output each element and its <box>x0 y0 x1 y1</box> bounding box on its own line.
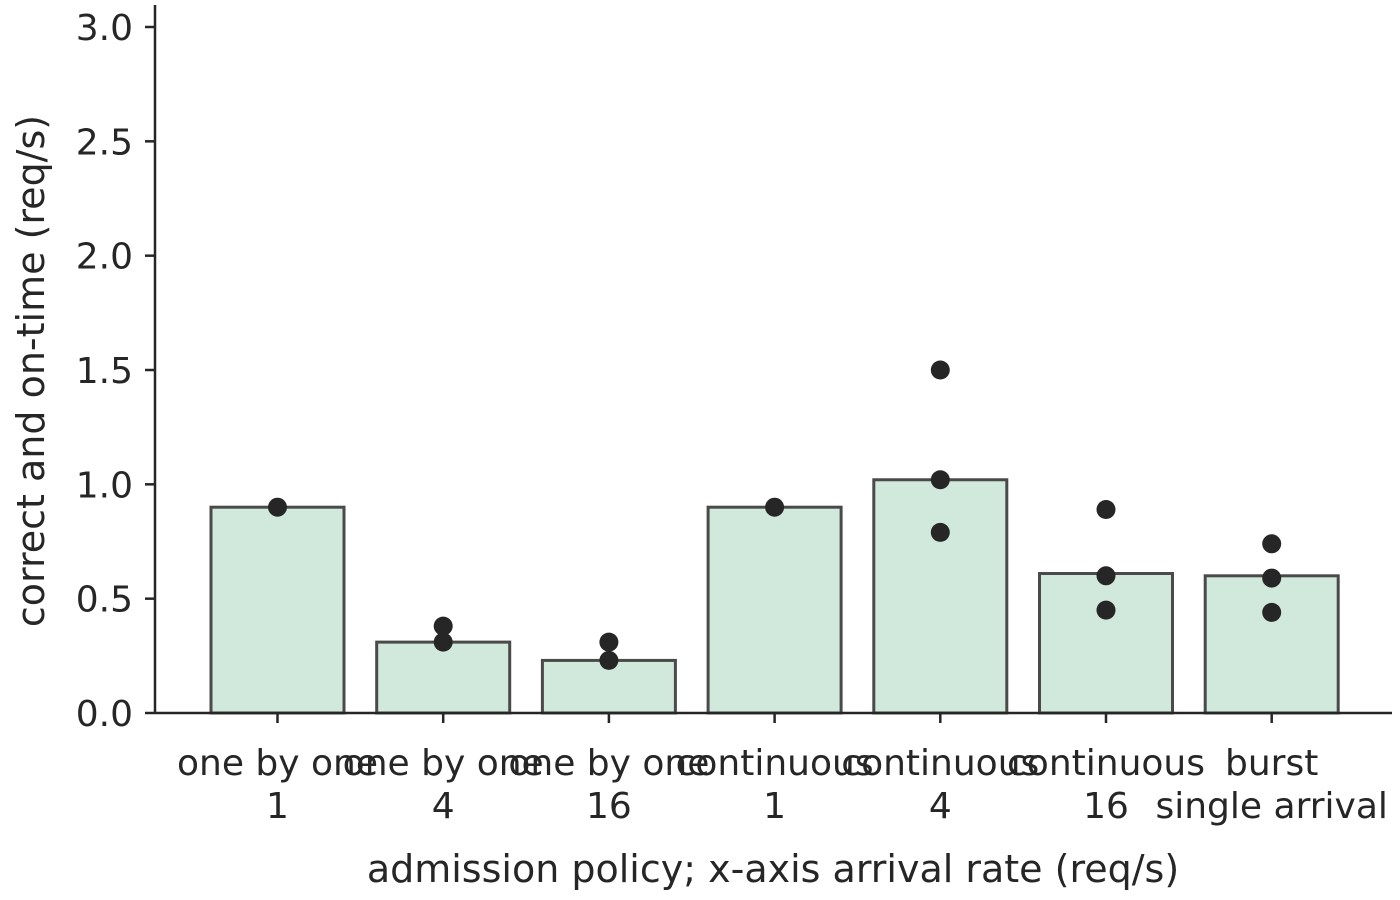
x-tick-label-rate: single arrival <box>1155 786 1387 827</box>
bar <box>209 505 346 715</box>
bar <box>706 505 843 715</box>
x-tick-label-policy: continuous <box>1007 743 1205 784</box>
data-point <box>1262 602 1282 622</box>
data-point <box>433 616 453 636</box>
data-point <box>1262 534 1282 554</box>
data-point <box>599 632 619 652</box>
bars-group <box>209 478 1340 715</box>
bar <box>1203 574 1340 715</box>
y-tick-label: 1.0 <box>76 465 133 506</box>
y-tick-label: 1.5 <box>76 351 133 392</box>
x-tick-label-policy: one by one <box>177 743 378 784</box>
points-group <box>268 360 1282 670</box>
data-point <box>1096 600 1116 620</box>
x-tick-label-rate: 1 <box>266 786 289 827</box>
data-point <box>1096 499 1116 519</box>
x-axis-label: admission policy; x-axis arrival rate (r… <box>367 847 1179 891</box>
x-tick-label-rate: 16 <box>586 786 632 827</box>
x-tick-label-policy: one by one <box>508 743 709 784</box>
data-point <box>1096 566 1116 586</box>
x-tick-label-rate: 4 <box>432 786 455 827</box>
y-tick-label: 0.5 <box>76 580 133 621</box>
y-tick-label: 0.0 <box>76 694 133 735</box>
data-point <box>1262 568 1282 588</box>
bar <box>872 478 1009 715</box>
data-point <box>599 650 619 670</box>
bar <box>375 640 512 715</box>
x-tick-label-policy: continuous <box>841 743 1039 784</box>
y-tick-label: 3.0 <box>76 8 133 49</box>
x-tick-label-rate: 16 <box>1083 786 1129 827</box>
x-tick-label-rate: 1 <box>763 786 786 827</box>
data-point <box>930 522 950 542</box>
data-point <box>930 470 950 490</box>
data-point <box>765 497 785 517</box>
data-point <box>433 632 453 652</box>
x-tick-label-policy: one by one <box>343 743 544 784</box>
data-point <box>268 497 287 517</box>
bar <box>1038 572 1174 715</box>
y-ticks-group: 0.0 0.5 1.0 1.5 2.0 2.5 3.0 <box>76 8 155 735</box>
x-tick-label-policy: continuous <box>676 743 874 784</box>
x-tick-label-policy: burst <box>1225 743 1318 784</box>
data-point <box>930 360 950 380</box>
x-tick-label-rate: 4 <box>929 786 952 827</box>
y-tick-label: 2.0 <box>76 237 133 278</box>
y-axis-label: correct and on-time (req/s) <box>9 115 53 627</box>
y-tick-label: 2.5 <box>76 122 133 163</box>
